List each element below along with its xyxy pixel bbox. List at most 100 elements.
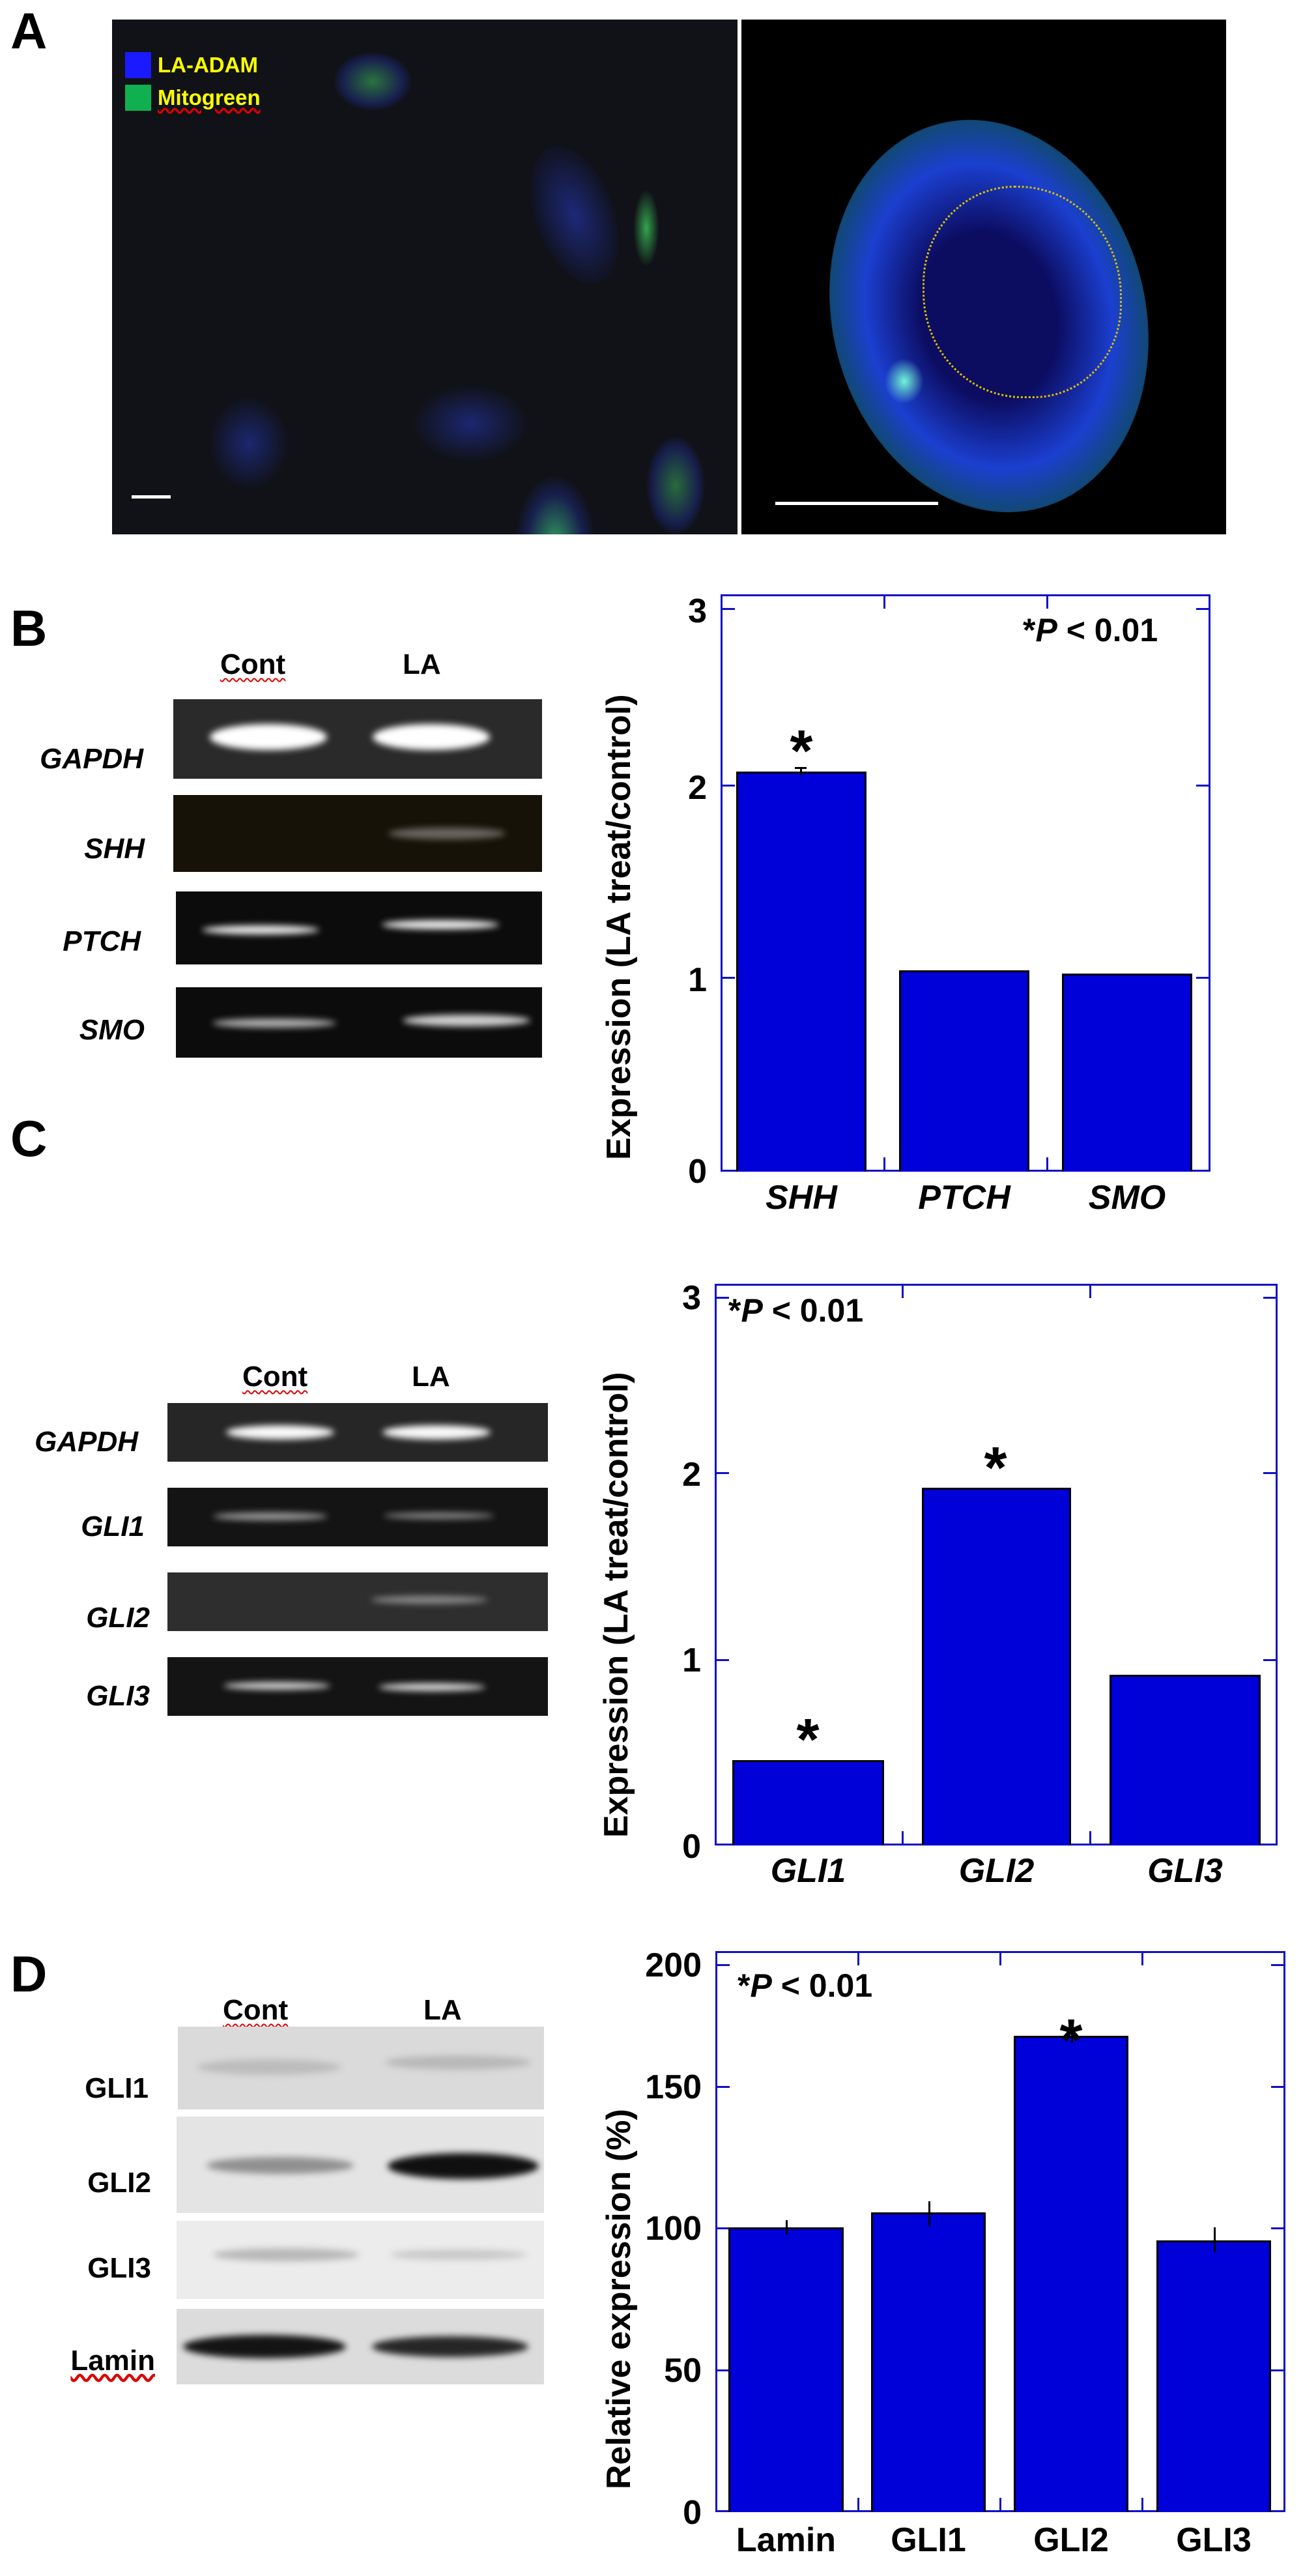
significance-star: * — [790, 719, 813, 784]
band — [223, 1682, 330, 1690]
y-axis-title: Expression (LA treat/control) — [600, 694, 638, 1160]
y-axis-title: Relative expression (%) — [600, 2109, 638, 2489]
x-tick-label: GLI2 — [958, 1852, 1035, 1890]
y-tick — [715, 2227, 730, 2229]
gel-lane-gli1 — [167, 1488, 548, 1546]
gel-row-label: GLI3 — [86, 1680, 150, 1712]
p-value-annotation: *P < 0.01 — [728, 1292, 864, 1329]
band — [183, 2335, 346, 2358]
bar-gli1 — [732, 1760, 884, 1845]
error-bar — [1071, 2031, 1073, 2043]
y-tick — [715, 2086, 730, 2088]
blot-row-label: Lamin — [70, 2345, 155, 2377]
band — [213, 2248, 359, 2261]
legend-swatch-green-icon — [125, 85, 151, 111]
band — [207, 2157, 354, 2174]
blot-row-label: GLI3 — [87, 2252, 151, 2284]
x-tick — [1141, 1951, 1143, 1965]
gel-row-label: SHH — [84, 833, 145, 865]
gel-row-label: PTCH — [63, 925, 141, 957]
y-tick — [1271, 2227, 1285, 2229]
y-tick — [721, 977, 735, 979]
column-header-cont: Cont — [220, 648, 286, 680]
cell — [210, 398, 288, 489]
column-header-la: LA — [403, 648, 441, 680]
band — [382, 920, 499, 929]
blot-lane-gli2 — [177, 2117, 544, 2213]
x-tick — [1141, 2498, 1143, 2512]
error-bar — [928, 2201, 930, 2226]
x-tick-label: PTCH — [918, 1179, 1010, 1217]
legend-item-la-adam: LA-ADAM — [125, 52, 258, 78]
column-header-la: LA — [423, 1994, 462, 2026]
nucleus-outline — [923, 186, 1122, 398]
x-tick — [1046, 594, 1048, 609]
legend-label: Mitogreen — [158, 85, 261, 109]
x-tick-label: GLI3 — [1176, 2521, 1252, 2559]
x-tick-label: SMO — [1088, 1179, 1166, 1217]
significance-star: * — [984, 1436, 1007, 1501]
error-bar — [800, 768, 802, 775]
panel-label-a: A — [10, 2, 48, 59]
y-tick-label: 2 — [682, 1456, 701, 1494]
band — [213, 1512, 328, 1520]
blot-row-label: GLI1 — [85, 2072, 149, 2104]
x-tick-label: GLI1 — [891, 2521, 966, 2559]
y-tick-label: 0 — [682, 1828, 701, 1866]
panel-label-b: B — [10, 600, 48, 657]
y-tick-label: 200 — [645, 1946, 702, 1984]
mitochondria-signal — [633, 189, 659, 267]
x-tick — [1089, 1831, 1091, 1845]
y-tick — [1263, 1472, 1278, 1474]
bar-gli2 — [1014, 2036, 1128, 2512]
x-tick — [1046, 1157, 1048, 1172]
y-tick — [1196, 608, 1210, 610]
x-tick-label: Lamin — [736, 2521, 837, 2559]
micrograph-overview: LA-ADAM Mitogreen — [112, 20, 737, 534]
blot-lane-gli1 — [178, 2027, 544, 2109]
y-axis-title: Expression (LA treat/control) — [597, 1372, 635, 1838]
gel-lane-shh — [173, 795, 542, 872]
x-tick-label: SHH — [766, 1179, 837, 1217]
bar-smo — [1062, 974, 1192, 1172]
gel-row-label: GAPDH — [40, 743, 143, 775]
x-tick — [1089, 1284, 1091, 1298]
band — [212, 1019, 336, 1028]
gel-lane-gli3 — [167, 1657, 548, 1716]
band — [390, 2250, 527, 2260]
scale-bar — [775, 502, 938, 505]
bar-gli3 — [1110, 1675, 1261, 1845]
y-tick-label: 3 — [682, 1279, 701, 1317]
band — [403, 1015, 530, 1026]
band — [379, 1683, 485, 1691]
y-tick — [1263, 1297, 1278, 1299]
x-tick-label: GLI2 — [1033, 2521, 1109, 2559]
cell — [513, 134, 637, 296]
x-tick — [999, 1951, 1001, 1965]
error-bar — [786, 2220, 788, 2235]
y-tick-label: 3 — [688, 592, 707, 630]
cell — [412, 384, 529, 463]
gel-lane-gapdh — [173, 699, 542, 779]
panel-label-c: C — [10, 1110, 48, 1167]
y-tick — [1271, 2369, 1285, 2371]
y-tick-label: 2 — [688, 769, 707, 807]
column-header-cont: Cont — [223, 1994, 289, 2026]
panel-label-d: D — [10, 1945, 48, 2003]
blot-lane-gli3 — [177, 2221, 544, 2299]
y-tick — [715, 1472, 729, 1474]
cell — [334, 52, 412, 111]
p-value-annotation: *P < 0.01 — [1023, 612, 1158, 648]
legend-item-mitogreen: Mitogreen — [125, 85, 261, 111]
y-tick-label: 0 — [683, 2494, 702, 2532]
legend-swatch-blue-icon — [125, 52, 151, 78]
column-header-la: LA — [412, 1361, 450, 1393]
bar-shh — [736, 772, 866, 1172]
y-tick-label: 150 — [645, 2068, 702, 2106]
y-tick-label: 100 — [645, 2210, 702, 2248]
band — [226, 1425, 334, 1440]
band — [388, 2153, 539, 2179]
gel-lane-gapdh — [167, 1403, 548, 1462]
band — [388, 828, 506, 839]
gel-row-label: SMO — [79, 1014, 145, 1046]
